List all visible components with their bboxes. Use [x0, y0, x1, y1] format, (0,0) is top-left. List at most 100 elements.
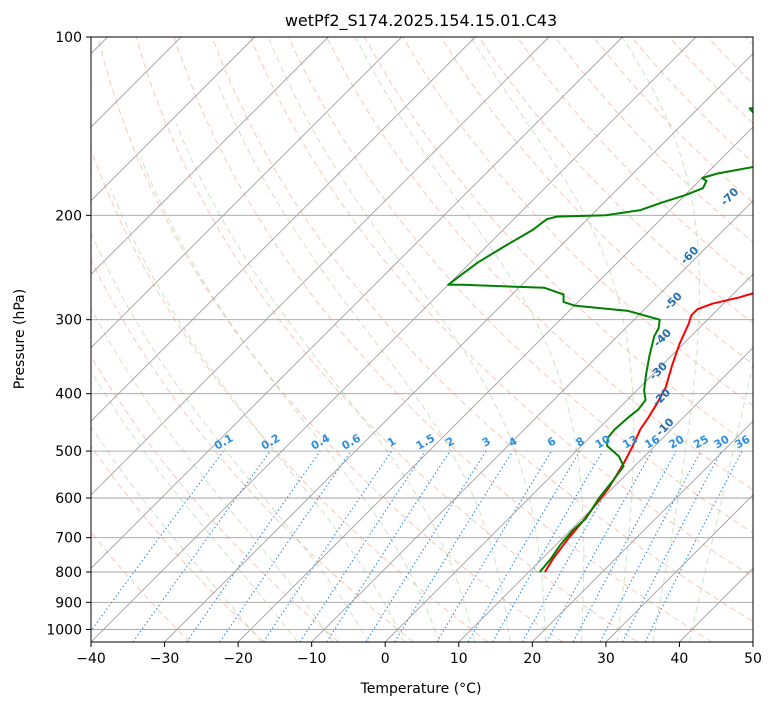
moist-adiabat: [621, 37, 700, 642]
isotherm: [679, 567, 753, 642]
moist-adiabat: [91, 307, 334, 642]
mixing-ratio-label: 36: [732, 432, 752, 451]
x-tick-label: 10: [450, 651, 468, 667]
chart-title: wetPf2_S174.2025.154.15.01.C43: [285, 11, 557, 31]
dry-adiabat: [91, 258, 414, 642]
dry-adiabat: [211, 37, 753, 623]
isotherm: [91, 37, 256, 202]
dry-adiabat: [287, 37, 753, 534]
isotherm: [91, 37, 697, 642]
mixing-ratio-label: 2: [444, 435, 457, 450]
dry-adiabat: [326, 37, 753, 491]
isotherm: [458, 347, 753, 642]
mixing-ratio-label: 0.4: [309, 431, 333, 452]
mixing-ratio-line: [299, 450, 426, 642]
dry-adiabat: [91, 148, 489, 642]
moist-adiabat: [688, 360, 753, 642]
moist-adiabat-label: 0: [752, 451, 767, 466]
dry-adiabat: [91, 355, 340, 642]
x-axis-label: Temperature (°C): [360, 681, 482, 697]
y-tick-label: 300: [55, 313, 82, 329]
x-tick-label: −30: [150, 651, 180, 667]
moist-adiabat: [91, 231, 370, 642]
dewpoint-line: [447, 107, 753, 573]
dry-adiabat: [97, 37, 563, 642]
mixing-ratio-label: 1.5: [414, 432, 437, 453]
y-tick-label: 700: [55, 531, 82, 547]
y-axis: 100 200 300 400 500 600 700 800 900 1000: [46, 30, 91, 638]
x-tick-label: 20: [523, 651, 541, 667]
mixing-ratio-line: [263, 450, 392, 642]
dry-adiabat-label: -70: [718, 185, 741, 208]
dry-adiabat: [135, 37, 638, 642]
dry-adiabat: [440, 37, 753, 365]
dry-adiabat: [592, 37, 753, 204]
series-layer: [447, 107, 753, 573]
x-tick-label: −10: [297, 651, 327, 667]
mixing-ratio-line: [132, 450, 271, 642]
isotherm: [91, 37, 329, 275]
mixing-ratio-label: 6: [545, 434, 558, 449]
isotherm: [531, 420, 753, 642]
mixing-ratio-line: [365, 450, 487, 642]
moist-adiabat: [267, 37, 547, 642]
chart-grid: [91, 37, 753, 642]
x-axis: −40 −30 −20 −10 0 10 20 30 40 50: [76, 642, 762, 667]
moist-adiabat: [470, 37, 635, 642]
dry-adiabat: [91, 445, 265, 642]
temperature-line: [544, 292, 753, 573]
mixing-ratio-line: [326, 450, 451, 642]
x-tick-label: −40: [76, 651, 106, 667]
mixing-ratio-label: 3: [480, 435, 493, 450]
isotherm: [237, 126, 753, 642]
x-tick-label: 30: [597, 651, 615, 667]
mixing-ratio-label: 0.2: [259, 432, 282, 453]
isotherm: [752, 641, 753, 642]
dry-adiabat: [249, 37, 753, 578]
mixing-ratio-label: 0.1: [212, 432, 235, 453]
y-axis-label: Pressure (hPa): [12, 289, 28, 389]
isotherm: [605, 494, 753, 642]
mixing-ratio-label: 4: [506, 434, 519, 449]
moist-adiabat: [140, 157, 440, 642]
y-tick-label: 1000: [46, 622, 82, 638]
y-tick-label: 600: [55, 491, 82, 507]
x-tick-label: 0: [381, 651, 390, 667]
y-tick-label: 800: [55, 565, 82, 581]
moist-adiabat: [109, 188, 405, 642]
dry-adiabat-label: -40: [651, 326, 674, 349]
isotherm: [91, 37, 403, 349]
x-tick-label: −20: [223, 651, 253, 667]
isotherm: [311, 200, 753, 642]
mixing-ratio-line: [644, 450, 743, 642]
plot-frame: [90, 36, 754, 643]
x-tick-label: 40: [671, 651, 689, 667]
mixing-ratio-line: [546, 450, 653, 642]
mixing-ratio-label: 30: [712, 432, 732, 451]
mixing-ratio-line: [599, 450, 702, 642]
dry-adiabat: [91, 531, 191, 642]
dry-adiabat: [707, 37, 753, 85]
dry-adiabat-label: -30: [647, 359, 670, 382]
moist-adiabat: [217, 83, 511, 642]
moist-adiabat-label: 10: [759, 490, 775, 510]
dry-adiabat-label: -50: [662, 289, 685, 312]
line-labels: -100-90-80-70-60-50-40-30-20-10010203040…: [212, 137, 775, 510]
y-tick-label: 400: [55, 387, 82, 403]
y-tick-label: 100: [55, 30, 82, 46]
isotherm: [91, 37, 623, 570]
isotherm: [384, 273, 753, 642]
mixing-ratio-label: 0.6: [340, 431, 364, 452]
mixing-ratio-line: [436, 450, 552, 642]
x-tick-label: 50: [744, 651, 762, 667]
mixing-ratio-label: 1: [385, 435, 398, 450]
dry-adiabat: [173, 37, 713, 642]
dry-adiabat-label: -80: [755, 137, 775, 160]
y-tick-label: 500: [55, 444, 82, 460]
mixing-ratio-label: 20: [667, 432, 687, 451]
y-tick-label: 900: [55, 595, 82, 611]
dry-adiabat-label: -60: [678, 244, 701, 267]
mixing-ratio-line: [219, 450, 352, 642]
mixing-ratio-line: [91, 450, 224, 632]
